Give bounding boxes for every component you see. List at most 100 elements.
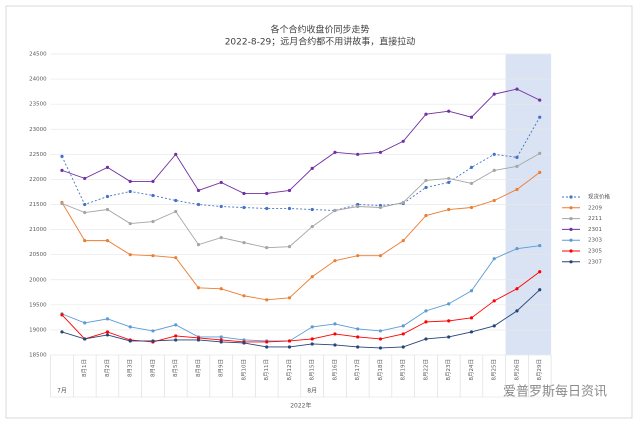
y-tick-label: 23500	[29, 102, 47, 108]
data-point	[401, 139, 405, 143]
data-point	[492, 257, 496, 261]
data-point	[265, 246, 269, 250]
data-point	[128, 221, 132, 226]
data-point	[447, 109, 451, 113]
data-point	[333, 343, 337, 347]
x-tick-label: 8月4日	[149, 359, 156, 377]
data-point	[310, 207, 314, 212]
data-point	[469, 205, 474, 210]
data-point	[174, 334, 178, 338]
data-point	[492, 92, 496, 96]
x-tick-label: 8月24日	[468, 359, 475, 381]
data-point	[378, 150, 383, 154]
series-line	[61, 152, 540, 249]
data-point	[538, 244, 542, 248]
data-point	[538, 151, 542, 155]
legend-marker	[569, 227, 573, 231]
chart-title: 各个合约收盘价同步走势	[270, 24, 369, 36]
data-point	[287, 245, 292, 249]
data-point	[242, 241, 246, 245]
data-point	[265, 340, 269, 344]
data-point	[219, 287, 223, 291]
data-point	[265, 298, 269, 302]
data-point	[356, 335, 360, 339]
data-point	[242, 294, 246, 298]
data-point	[447, 319, 451, 323]
data-point	[515, 287, 519, 291]
legend-label: 2303	[588, 238, 602, 244]
data-point	[83, 239, 87, 243]
x-year-label: 2022年	[290, 402, 311, 410]
data-point	[242, 341, 246, 345]
data-point	[333, 150, 337, 154]
series-line	[61, 289, 541, 349]
data-point	[196, 188, 201, 193]
series-line	[61, 245, 540, 342]
data-point	[310, 224, 314, 229]
data-point	[538, 115, 542, 119]
legend-marker	[569, 260, 573, 264]
data-point	[492, 152, 496, 156]
data-point	[242, 205, 246, 210]
data-point	[287, 296, 292, 300]
data-point	[447, 335, 451, 339]
data-point	[401, 200, 405, 205]
data-point	[60, 313, 64, 317]
x-tick-label: 8月29日	[536, 359, 543, 381]
data-point	[424, 309, 428, 313]
x-tick-label: 8月3日	[127, 359, 134, 377]
x-tick-label: 8月12日	[286, 359, 293, 381]
legend-label: 2301	[588, 227, 602, 233]
data-point	[60, 201, 64, 206]
x-group-label: 8月	[307, 388, 317, 395]
data-point	[515, 87, 519, 91]
data-point	[492, 324, 496, 328]
data-point	[447, 302, 451, 306]
data-point	[469, 181, 474, 186]
x-tick-label: 8月17日	[354, 359, 361, 381]
data-point	[287, 206, 292, 211]
x-tick-label: 8月25日	[491, 359, 498, 381]
data-point	[424, 213, 428, 218]
x-tick-label: 8月22日	[422, 359, 429, 381]
data-point	[469, 289, 474, 293]
data-point	[60, 330, 64, 334]
data-point	[447, 176, 451, 181]
data-point	[151, 254, 155, 258]
x-group-label: 7月	[57, 388, 67, 395]
data-point	[219, 340, 223, 344]
data-point	[219, 180, 223, 185]
legend-label: 2209	[588, 205, 602, 211]
data-point	[128, 179, 132, 184]
data-point	[356, 327, 360, 331]
x-tick-label: 8月9日	[218, 359, 225, 377]
x-tick-label: 8月11日	[263, 359, 270, 381]
data-point	[174, 338, 178, 342]
legend-label: 2305	[588, 249, 602, 255]
x-tick-label: 8月10日	[240, 359, 247, 381]
y-tick-label: 19000	[29, 327, 47, 333]
y-tick-label: 20500	[29, 252, 47, 258]
data-point	[469, 316, 474, 320]
data-point	[151, 329, 155, 333]
data-point	[310, 325, 314, 329]
legend-label: 2307	[588, 259, 602, 265]
data-point	[378, 205, 383, 210]
data-point	[174, 323, 178, 327]
data-point	[424, 178, 428, 183]
data-point	[538, 98, 542, 102]
data-point	[196, 243, 201, 247]
data-point	[447, 207, 451, 212]
data-point	[105, 317, 110, 321]
legend-marker	[569, 195, 573, 199]
y-tick-label: 24000	[29, 77, 47, 83]
x-tick-label: 8月8日	[195, 359, 202, 377]
data-point	[105, 239, 110, 243]
data-point	[356, 254, 360, 258]
data-point	[105, 194, 110, 199]
data-point	[310, 166, 314, 170]
data-point	[401, 345, 405, 349]
legend-marker	[569, 238, 573, 242]
data-point	[310, 337, 314, 341]
